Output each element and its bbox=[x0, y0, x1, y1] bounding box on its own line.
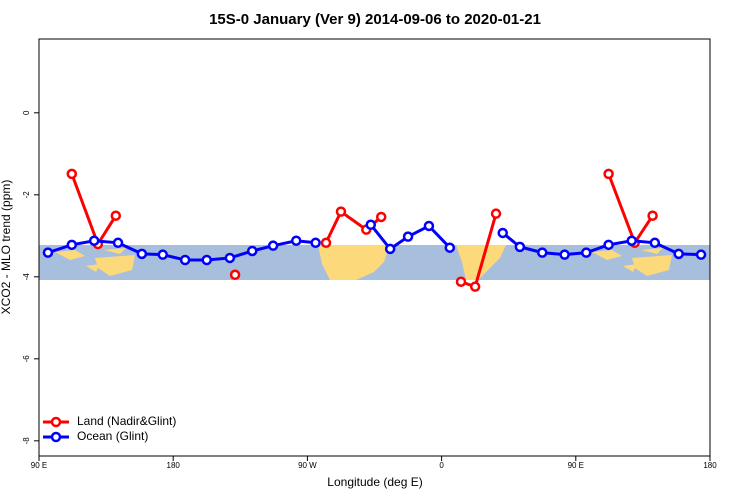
data-point bbox=[201, 254, 212, 266]
data-point bbox=[603, 168, 614, 180]
data-point bbox=[66, 168, 78, 180]
chart-title: 15S-0 January (Ver 9) 2014-09-06 to 2020… bbox=[209, 11, 541, 28]
data-point bbox=[365, 219, 377, 230]
legend-marker bbox=[50, 416, 62, 428]
x-axis-label: Longitude (deg E) bbox=[327, 475, 422, 489]
x-tick-label: 90 E bbox=[568, 461, 584, 470]
y-tick-label: -6 bbox=[22, 355, 31, 363]
data-point bbox=[112, 237, 124, 249]
data-point bbox=[229, 269, 241, 281]
data-point bbox=[444, 242, 456, 253]
data-point bbox=[267, 240, 279, 251]
data-point bbox=[110, 210, 122, 221]
legend-marker bbox=[50, 431, 62, 443]
x-tick-label: 0 bbox=[439, 461, 444, 470]
data-point bbox=[375, 211, 387, 223]
series-line bbox=[70, 173, 118, 248]
data-point bbox=[246, 245, 258, 257]
data-point bbox=[580, 247, 592, 258]
data-point bbox=[649, 237, 661, 249]
data-point bbox=[497, 227, 508, 239]
data-point bbox=[603, 239, 614, 251]
data-point bbox=[310, 237, 321, 249]
data-point bbox=[290, 235, 302, 246]
series-line bbox=[501, 231, 702, 257]
y-tick-label: 0 bbox=[22, 110, 31, 115]
data-point bbox=[514, 241, 526, 253]
data-point bbox=[66, 239, 78, 251]
data-point bbox=[224, 252, 236, 264]
data-point bbox=[455, 276, 467, 287]
data-point bbox=[647, 210, 658, 221]
data-point bbox=[179, 254, 191, 266]
data-point bbox=[537, 247, 548, 258]
data-point bbox=[157, 249, 169, 260]
y-tick-label: -2 bbox=[22, 191, 31, 199]
x-tick-label: 180 bbox=[703, 461, 717, 470]
data-point bbox=[335, 206, 347, 217]
data-point bbox=[695, 249, 707, 260]
data-point bbox=[402, 231, 414, 242]
y-tick-label: -4 bbox=[22, 273, 31, 281]
data-point bbox=[320, 237, 332, 249]
series-line bbox=[607, 173, 654, 247]
y-axis-label: XCO2 - MLO trend (ppm) bbox=[0, 180, 13, 315]
legend-label: Ocean (Glint) bbox=[77, 429, 148, 443]
data-point bbox=[384, 243, 396, 255]
data-point bbox=[88, 235, 100, 246]
map-band bbox=[39, 245, 710, 280]
data-point bbox=[42, 247, 54, 258]
data-point bbox=[469, 281, 481, 292]
x-tick-label: 90 E bbox=[31, 461, 47, 470]
data-point bbox=[559, 249, 570, 260]
data-point bbox=[423, 220, 435, 232]
data-point bbox=[673, 248, 684, 260]
y-tick-label: -8 bbox=[22, 437, 31, 445]
data-point bbox=[136, 248, 148, 260]
data-point bbox=[490, 208, 502, 219]
x-tick-label: 180 bbox=[167, 461, 181, 470]
x-tick-label: 90 W bbox=[298, 461, 317, 470]
data-point bbox=[626, 235, 637, 246]
plot-frame bbox=[38, 38, 711, 457]
legend-label: Land (Nadir&Glint) bbox=[77, 414, 176, 428]
